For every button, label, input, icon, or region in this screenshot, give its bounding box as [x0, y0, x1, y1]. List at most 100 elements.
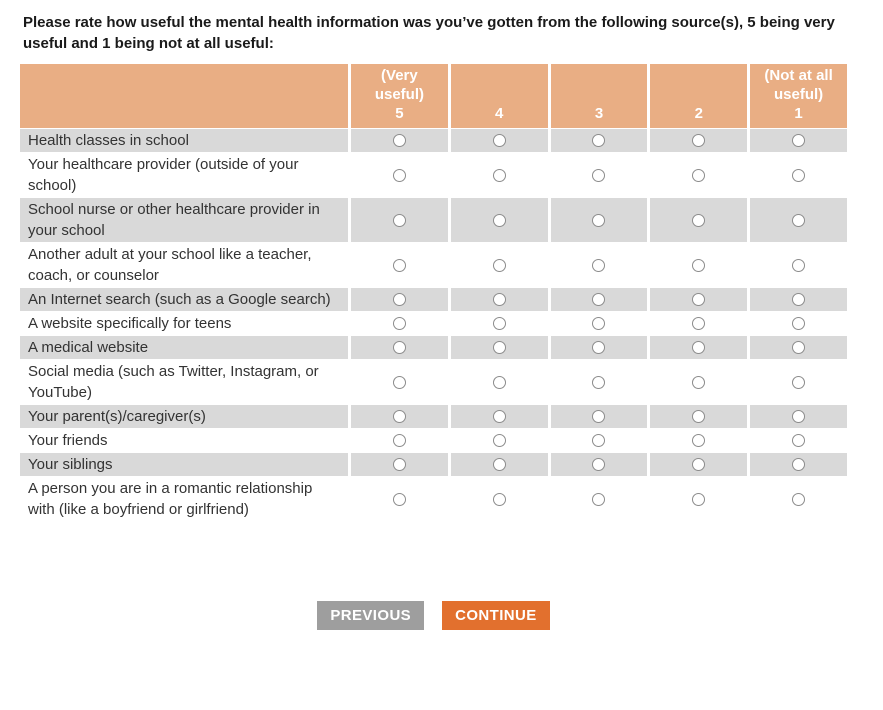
radio-cell-2[interactable] [650, 477, 748, 521]
radio-cell-1[interactable] [750, 360, 847, 404]
radio-cell-2[interactable] [650, 360, 748, 404]
radio-button[interactable] [392, 213, 406, 227]
radio-cell-3[interactable] [550, 429, 648, 452]
radio-button[interactable] [692, 258, 706, 272]
radio-button[interactable] [492, 293, 506, 306]
radio-button[interactable] [692, 341, 706, 354]
radio-button[interactable] [792, 293, 806, 306]
radio-cell-3[interactable] [550, 129, 648, 152]
radio-cell-1[interactable] [750, 336, 847, 359]
radio-button[interactable] [492, 375, 506, 389]
radio-cell-5[interactable] [351, 129, 448, 152]
radio-cell-3[interactable] [550, 243, 648, 287]
radio-button[interactable] [792, 458, 806, 471]
radio-cell-4[interactable] [450, 360, 548, 404]
radio-cell-2[interactable] [650, 198, 748, 242]
radio-button[interactable] [492, 341, 506, 354]
radio-button[interactable] [592, 341, 606, 354]
radio-cell-4[interactable] [450, 198, 548, 242]
radio-button[interactable] [592, 293, 606, 306]
radio-cell-5[interactable] [351, 360, 448, 404]
radio-cell-3[interactable] [550, 336, 648, 359]
radio-button[interactable] [792, 168, 806, 182]
radio-cell-1[interactable] [750, 198, 847, 242]
radio-cell-1[interactable] [750, 129, 847, 152]
radio-button[interactable] [492, 458, 506, 471]
radio-button[interactable] [592, 258, 606, 272]
radio-button[interactable] [792, 410, 806, 423]
radio-cell-4[interactable] [450, 477, 548, 521]
radio-button[interactable] [692, 293, 706, 306]
radio-cell-2[interactable] [650, 405, 748, 428]
radio-button[interactable] [492, 213, 506, 227]
radio-button[interactable] [492, 134, 506, 147]
radio-button[interactable] [392, 375, 406, 389]
radio-cell-5[interactable] [351, 405, 448, 428]
radio-cell-2[interactable] [650, 453, 748, 476]
radio-button[interactable] [792, 213, 806, 227]
radio-button[interactable] [392, 458, 406, 471]
radio-cell-4[interactable] [450, 153, 548, 197]
radio-cell-5[interactable] [351, 429, 448, 452]
radio-button[interactable] [792, 258, 806, 272]
radio-cell-3[interactable] [550, 312, 648, 335]
radio-button[interactable] [492, 410, 506, 423]
radio-button[interactable] [392, 492, 406, 506]
radio-button[interactable] [692, 168, 706, 182]
radio-cell-3[interactable] [550, 453, 648, 476]
radio-button[interactable] [592, 458, 606, 471]
radio-button[interactable] [792, 492, 806, 506]
radio-cell-1[interactable] [750, 243, 847, 287]
radio-button[interactable] [392, 317, 406, 330]
radio-cell-3[interactable] [550, 198, 648, 242]
radio-cell-4[interactable] [450, 453, 548, 476]
radio-button[interactable] [592, 434, 606, 447]
radio-cell-4[interactable] [450, 243, 548, 287]
radio-button[interactable] [692, 410, 706, 423]
radio-cell-5[interactable] [351, 477, 448, 521]
radio-cell-2[interactable] [650, 336, 748, 359]
radio-cell-2[interactable] [650, 153, 748, 197]
previous-button[interactable]: PREVIOUS [317, 601, 425, 630]
radio-button[interactable] [792, 134, 806, 147]
radio-button[interactable] [492, 168, 506, 182]
radio-cell-4[interactable] [450, 129, 548, 152]
radio-button[interactable] [492, 434, 506, 447]
radio-cell-2[interactable] [650, 129, 748, 152]
radio-button[interactable] [392, 293, 406, 306]
radio-button[interactable] [692, 375, 706, 389]
radio-button[interactable] [692, 213, 706, 227]
radio-button[interactable] [592, 168, 606, 182]
radio-cell-2[interactable] [650, 288, 748, 311]
radio-cell-3[interactable] [550, 477, 648, 521]
radio-cell-5[interactable] [351, 453, 448, 476]
radio-button[interactable] [692, 134, 706, 147]
radio-cell-4[interactable] [450, 429, 548, 452]
radio-cell-4[interactable] [450, 405, 548, 428]
radio-cell-2[interactable] [650, 312, 748, 335]
radio-button[interactable] [592, 317, 606, 330]
radio-button[interactable] [592, 375, 606, 389]
radio-button[interactable] [392, 410, 406, 423]
radio-cell-1[interactable] [750, 429, 847, 452]
radio-cell-4[interactable] [450, 312, 548, 335]
radio-cell-3[interactable] [550, 405, 648, 428]
radio-button[interactable] [792, 317, 806, 330]
radio-cell-5[interactable] [351, 243, 448, 287]
radio-button[interactable] [492, 492, 506, 506]
radio-cell-2[interactable] [650, 429, 748, 452]
radio-cell-5[interactable] [351, 312, 448, 335]
radio-button[interactable] [592, 213, 606, 227]
radio-cell-3[interactable] [550, 360, 648, 404]
radio-button[interactable] [592, 492, 606, 506]
radio-cell-1[interactable] [750, 153, 847, 197]
radio-button[interactable] [592, 134, 606, 147]
radio-button[interactable] [392, 168, 406, 182]
radio-button[interactable] [392, 341, 406, 354]
radio-cell-4[interactable] [450, 288, 548, 311]
radio-button[interactable] [392, 434, 406, 447]
radio-button[interactable] [792, 341, 806, 354]
radio-cell-5[interactable] [351, 153, 448, 197]
radio-button[interactable] [692, 317, 706, 330]
continue-button[interactable]: CONTINUE [442, 601, 550, 630]
